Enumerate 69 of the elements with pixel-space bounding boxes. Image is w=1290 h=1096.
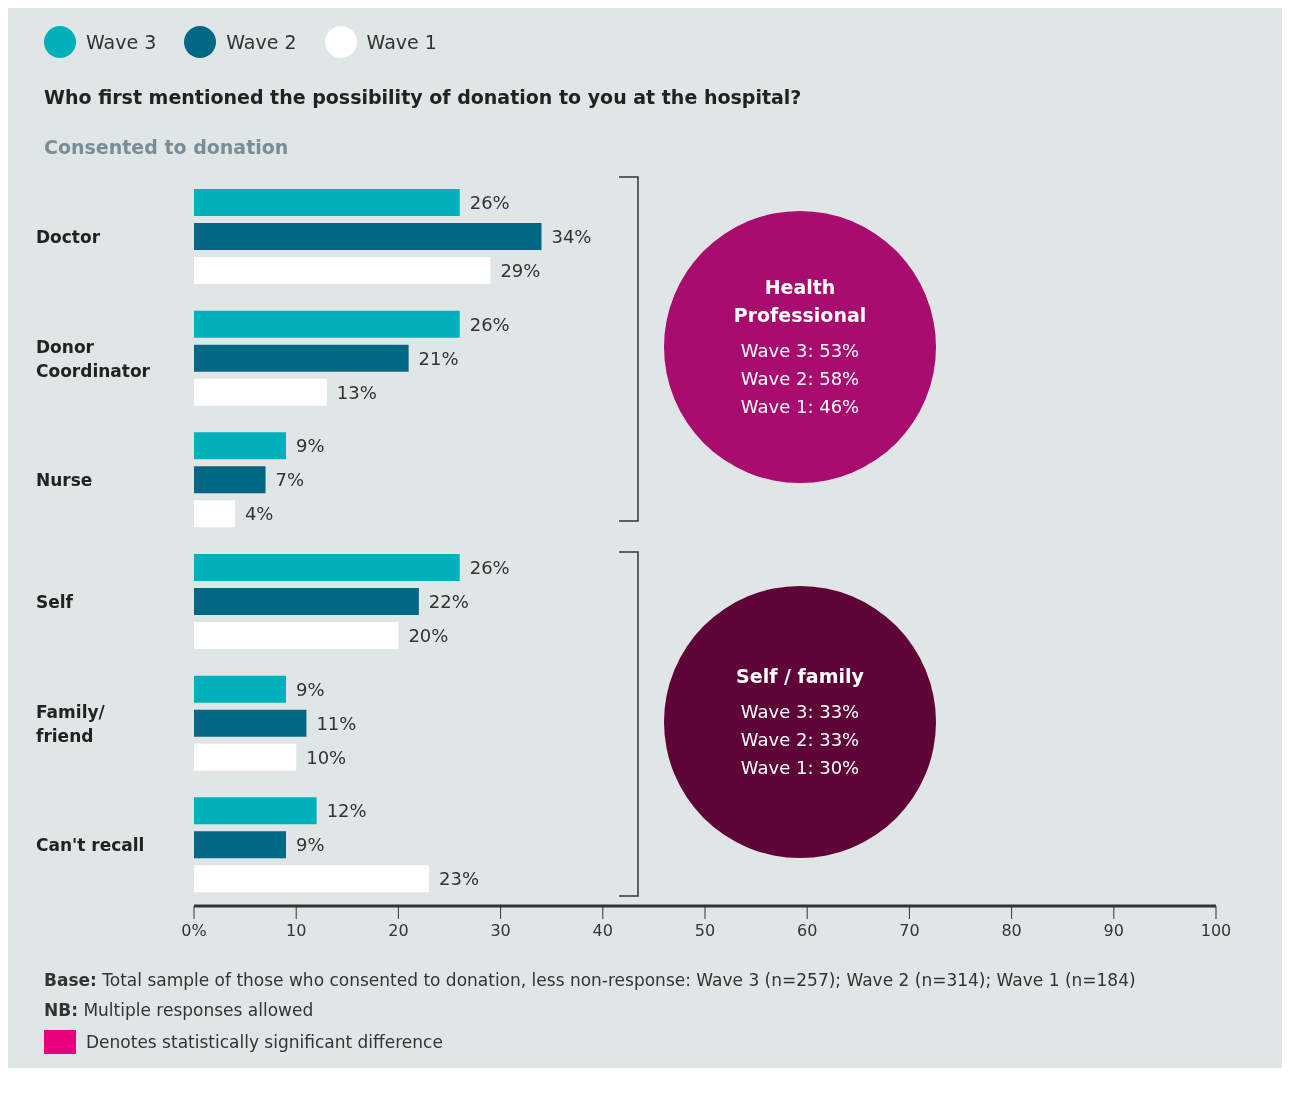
data-label: 12% xyxy=(326,800,367,822)
bar xyxy=(194,675,286,703)
data-label: 4% xyxy=(244,503,274,525)
data-label: 13% xyxy=(336,381,377,403)
data-label: 20% xyxy=(408,625,449,646)
bar xyxy=(194,709,307,737)
annotation: Wave 2: 33% xyxy=(740,728,860,752)
bar xyxy=(194,500,235,528)
annotation: Self / family xyxy=(735,664,865,689)
x-tick-label: 30 xyxy=(490,921,511,940)
data-label: 9% xyxy=(295,435,325,457)
annotation: Wave 3: 33% xyxy=(740,700,860,724)
chart-subtitle: Consented to donation xyxy=(43,135,290,158)
y-tick-label: Nurse xyxy=(36,470,93,491)
legend-label: Wave 2 xyxy=(225,30,297,55)
bar xyxy=(194,466,266,494)
text: Base: Total sample of those who consented to donation, less non-response: Wave 3 (n=257); Wave 2 (n=314); Wave 1 (n=184) xyxy=(44,970,1137,990)
data-label: 34% xyxy=(551,226,592,247)
text: Denotes statistically significant difference xyxy=(85,1031,444,1054)
bar xyxy=(194,831,286,859)
x-tick-label: 80 xyxy=(1001,921,1022,940)
bar xyxy=(194,189,460,216)
bar xyxy=(194,588,419,615)
bar xyxy=(194,743,297,771)
data-label: 26% xyxy=(469,192,510,213)
data-label: 22% xyxy=(428,591,469,612)
annotation: Wave 1: 46% xyxy=(740,395,860,419)
bar xyxy=(194,378,327,406)
data-label: 21% xyxy=(418,347,459,369)
bar xyxy=(194,223,542,250)
bar xyxy=(194,622,399,649)
chart-title: Who first mentioned the possibility of donation to you at the hospital? xyxy=(43,85,803,108)
x-tick-label: 10 xyxy=(286,921,307,940)
data-label: 26% xyxy=(469,313,510,335)
y-tick-label: Donor Coordinator xyxy=(36,336,151,381)
bar xyxy=(194,310,460,338)
annotation: Health Professional xyxy=(732,275,868,328)
x-tick-label: 0% xyxy=(181,921,207,940)
bar xyxy=(194,257,491,284)
data-label: 29% xyxy=(500,260,541,281)
y-tick-label: Doctor xyxy=(36,226,101,247)
x-tick-label: 60 xyxy=(797,921,818,940)
x-tick-label: 20 xyxy=(388,921,409,940)
data-label: 9% xyxy=(295,834,325,856)
x-tick-label: 90 xyxy=(1103,921,1124,940)
data-label: 9% xyxy=(295,678,325,700)
x-tick-label: 70 xyxy=(899,921,920,940)
bar xyxy=(194,432,286,460)
data-label: 11% xyxy=(316,712,357,734)
y-tick-label: Self xyxy=(36,591,74,612)
y-tick-label: Family/ friend xyxy=(36,701,106,746)
data-label: 7% xyxy=(275,469,305,491)
bar xyxy=(194,344,409,372)
legend-label: Wave 3 xyxy=(85,30,157,55)
bar xyxy=(194,554,460,581)
annotation: Wave 2: 58% xyxy=(740,367,860,391)
data-label: 23% xyxy=(439,868,480,890)
x-tick-label: 40 xyxy=(592,921,613,940)
text: NB: Multiple responses allowed xyxy=(44,1000,315,1020)
data-label: 10% xyxy=(306,746,347,768)
annotation: Wave 3: 53% xyxy=(740,339,860,363)
data-label: 26% xyxy=(469,557,510,578)
y-tick-label: Can't recall xyxy=(36,835,145,856)
bar xyxy=(194,797,317,825)
bar xyxy=(194,865,430,893)
x-tick-label: 50 xyxy=(694,921,716,940)
legend-label: Wave 1 xyxy=(365,30,437,55)
annotation: Wave 1: 30% xyxy=(740,756,860,780)
x-tick-label: 100 xyxy=(1200,921,1232,940)
